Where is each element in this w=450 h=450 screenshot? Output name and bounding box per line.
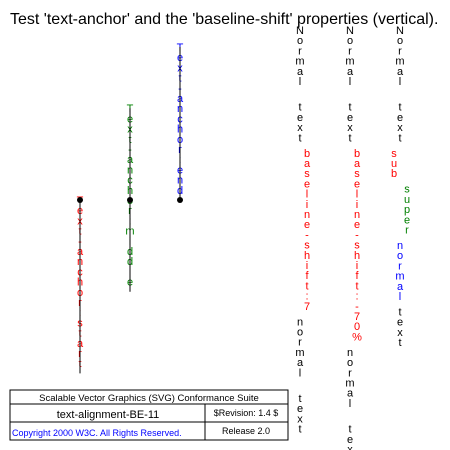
- copyright-notice: Copyright 2000 W3C. All Rights Reserved.: [12, 428, 182, 438]
- release-label: Release 2.0: [222, 426, 270, 436]
- suite-name: Scalable Vector Graphics (SVG) Conforman…: [39, 393, 259, 404]
- anchor-sample-start: Text-anchor:start: [77, 195, 84, 374]
- anchor-sample-middle: Text-anchor:middle: [125, 103, 135, 292]
- test-title: Test 'text-anchor' and the 'baseline-shi…: [10, 11, 438, 28]
- test-name: text-alignment-BE-11: [57, 409, 160, 421]
- anchor-point-marker: [127, 197, 133, 203]
- anchor-point-marker: [177, 197, 183, 203]
- baseline-segment-shifted: b a s e l i n e -s h i f t: -7 0%: [352, 148, 362, 344]
- conformance-footer: Scalable Vector Graphics (SVG) Conforman…: [9, 389, 289, 441]
- revision-label: $Revision: 1.4 $: [214, 408, 279, 418]
- anchor-point-marker: [77, 197, 83, 203]
- text-anchor-demo: Text-anchor:start Text-anchor:middle Text-…: [77, 42, 184, 374]
- anchor-sample-end: Text-anchor:end: [177, 42, 184, 203]
- baseline-segment-shifted: b a s e l i n e -s h i f t:7: [304, 148, 311, 313]
- footer-frame: [9, 389, 289, 441]
